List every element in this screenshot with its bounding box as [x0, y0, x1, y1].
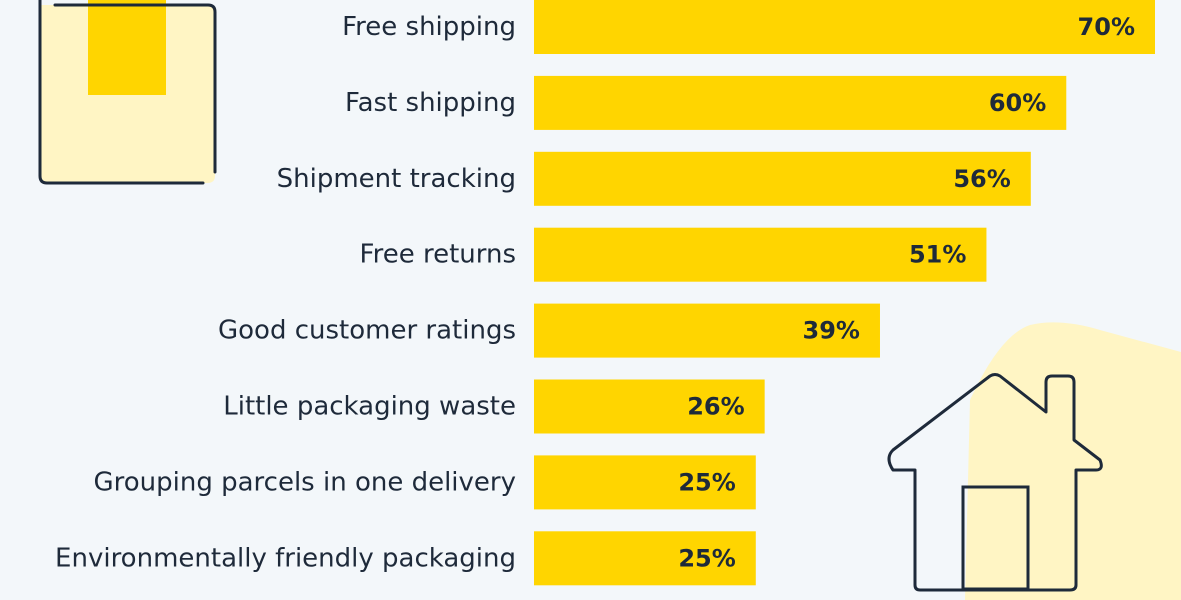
value-label: 56%: [953, 165, 1010, 193]
bar: [534, 227, 987, 282]
value-label: 60%: [989, 89, 1046, 117]
house-icon: [887, 322, 1181, 600]
category-label: Grouping parcels in one delivery: [93, 467, 516, 497]
category-label: Free shipping: [342, 12, 516, 42]
bar: [534, 151, 1031, 206]
category-label: Shipment tracking: [277, 164, 516, 194]
bar-row: Free shipping 70%: [342, 0, 1155, 54]
value-label: 26%: [687, 393, 744, 421]
bar: [534, 75, 1067, 130]
value-label: 39%: [803, 317, 860, 345]
bar-row: Shipment tracking 56%: [277, 151, 1031, 206]
category-label: Fast shipping: [345, 88, 516, 118]
bar-row: Grouping parcels in one delivery 25%: [93, 455, 756, 510]
bar: [534, 379, 765, 434]
bar-row: Fast shipping 60%: [345, 75, 1067, 130]
value-label: 70%: [1078, 13, 1135, 41]
category-label: Little packaging waste: [223, 392, 516, 422]
bar-row: Environmentally friendly packaging 25%: [55, 531, 756, 586]
value-label: 25%: [678, 468, 735, 496]
bar: [534, 455, 756, 510]
bar: [534, 0, 1155, 54]
category-label: Free returns: [360, 240, 516, 270]
category-label: Environmentally friendly packaging: [55, 543, 516, 573]
value-label: 51%: [909, 241, 966, 269]
package-box-icon: [38, 0, 217, 185]
bar: [534, 303, 880, 358]
bar: [534, 531, 756, 586]
value-label: 25%: [678, 544, 735, 572]
bar-row: Little packaging waste 26%: [223, 379, 765, 434]
bar-row: Free returns 51%: [360, 227, 987, 282]
bar-row: Good customer ratings 39%: [218, 303, 880, 358]
category-label: Good customer ratings: [218, 316, 516, 346]
